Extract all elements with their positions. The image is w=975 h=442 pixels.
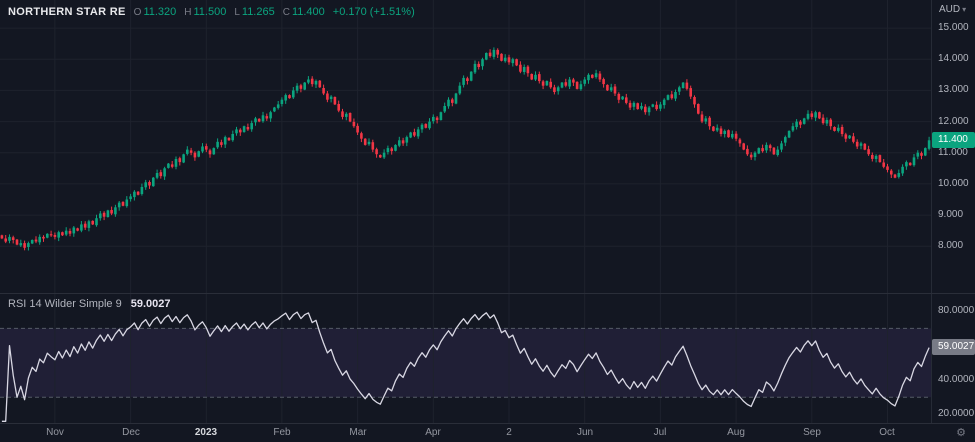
time-label: Dec [122, 427, 140, 438]
rsi-plot[interactable] [0, 294, 931, 423]
currency-selector[interactable]: AUD ▾ [939, 4, 966, 15]
symbol-legend: NORTHERN STAR RE O 11.320 H 11.500 L 11.… [8, 6, 415, 18]
rsi-tick-label: 20.0000 [938, 408, 975, 420]
price-tick-label: 14.000 [938, 53, 969, 65]
time-label: 2 [506, 427, 512, 438]
pane-divider[interactable] [0, 293, 975, 294]
low-label: L [234, 7, 240, 18]
rsi-tick-label: 80.0000 [938, 305, 975, 317]
price-tick-label: 8.000 [938, 240, 964, 252]
price-tick-label: 11.000 [938, 146, 968, 158]
symbol-name[interactable]: NORTHERN STAR RE [8, 6, 126, 18]
time-label: Feb [273, 427, 291, 438]
high-value: 11.500 [193, 6, 227, 18]
time-label: Apr [425, 427, 441, 438]
price-tick-label: 9.000 [938, 209, 964, 221]
time-label: Sep [803, 427, 821, 438]
time-label: Mar [349, 427, 367, 438]
time-label: Jul [653, 427, 667, 438]
close-label: C [282, 7, 290, 18]
price-pane[interactable]: NORTHERN STAR RE O 11.320 H 11.500 L 11.… [0, 0, 931, 293]
close-value: 11.400 [291, 6, 325, 18]
settings-gear-icon[interactable]: ⚙ [956, 427, 966, 439]
time-label: Aug [727, 427, 745, 438]
chevron-down-icon: ▾ [962, 5, 967, 14]
rsi-legend: RSI 14 Wilder Simple 9 59.0027 [8, 298, 170, 310]
currency-label: AUD [939, 4, 961, 15]
change-value: +0.170 (+1.51%) [332, 6, 415, 18]
rsi-value-badge: 59.0027 [932, 339, 975, 355]
time-label: Jun [576, 427, 594, 438]
open-value: 11.320 [143, 6, 177, 18]
open-label: O [133, 7, 142, 18]
time-label: 2023 [194, 427, 218, 438]
rsi-indicator-title[interactable]: RSI 14 Wilder Simple 9 [8, 298, 122, 310]
candlestick-plot[interactable] [0, 0, 931, 293]
rsi-current-value: 59.0027 [130, 298, 171, 310]
price-tick-label: 13.000 [938, 84, 969, 96]
price-tick-label: 12.000 [938, 115, 969, 127]
time-label: Nov [46, 427, 64, 438]
rsi-pane[interactable]: RSI 14 Wilder Simple 9 59.0027 [0, 294, 931, 423]
price-tick-label: 10.000 [938, 177, 969, 189]
rsi-tick-label: 40.0000 [938, 374, 975, 385]
time-label: Oct [879, 427, 895, 438]
time-axis[interactable]: Nov Dec 2023 Feb Mar Apr 2 Jun Jul Aug Sep Oct ⚙ [0, 423, 975, 442]
low-value: 11.265 [241, 6, 275, 18]
last-price-badge: 11.400 [932, 132, 975, 148]
price-tick-label: 15.000 [938, 22, 969, 34]
price-axis[interactable]: AUD ▾ 11.400 59.0027 15.000 14.000 13.000 12… [931, 0, 975, 423]
high-label: H [184, 7, 192, 18]
